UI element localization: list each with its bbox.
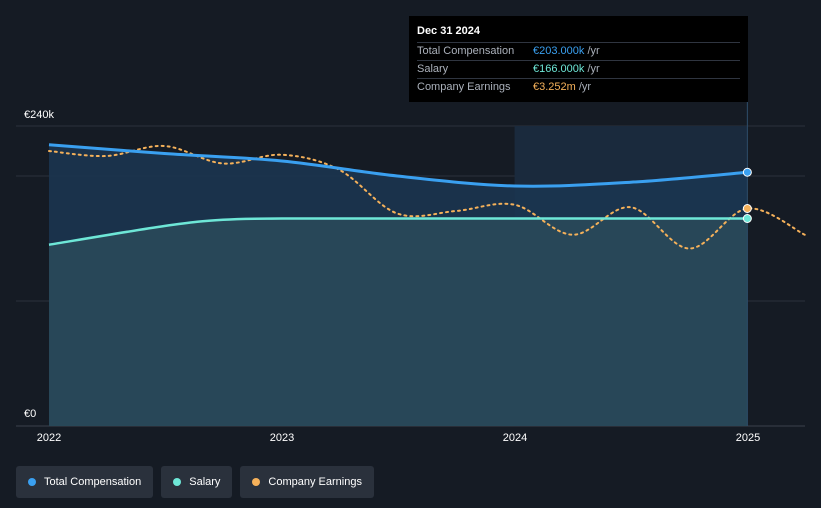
company-earnings-line <box>48 144 806 250</box>
x-tick-2025: 2025 <box>735 432 761 444</box>
legend-label: Company Earnings <box>268 476 362 488</box>
legend-label: Total Compensation <box>44 476 142 488</box>
data-markers <box>742 167 752 223</box>
tooltip-unit: /yr <box>587 63 600 75</box>
salary-line <box>48 217 748 246</box>
legend-item-total-compensation[interactable]: Total Compensation <box>16 466 154 498</box>
salary-area <box>49 218 748 426</box>
salary-marker <box>742 214 752 223</box>
tooltip-value: €166.000k <box>533 63 585 75</box>
legend-label: Salary <box>189 476 221 488</box>
legend-item-company-earnings[interactable]: Company Earnings <box>240 466 374 498</box>
company-earnings-marker <box>742 204 752 213</box>
y-tick-zero: €0 <box>24 408 37 420</box>
tooltip-value: €203.000k <box>533 45 585 57</box>
tooltip-unit: /yr <box>587 45 600 57</box>
total-compensation-marker <box>742 167 752 177</box>
legend-dot-icon <box>252 478 261 486</box>
legend: Total Compensation Salary Company Earnin… <box>16 466 374 498</box>
legend-item-salary[interactable]: Salary <box>161 466 233 498</box>
x-tick-2024: 2024 <box>502 432 528 444</box>
tooltip-row-total: Total Compensation €203.000k /yr <box>417 43 740 61</box>
tooltip-label: Total Compensation <box>417 45 515 57</box>
tooltip-row-earnings: Company Earnings €3.252m /yr <box>417 79 740 96</box>
legend-dot-icon <box>28 478 36 486</box>
tooltip-row-salary: Salary €166.000k /yr <box>417 61 740 79</box>
x-tick-2022: 2022 <box>36 432 62 444</box>
x-tick-2023: 2023 <box>269 432 295 444</box>
tooltip-date: Dec 31 2024 <box>417 25 740 43</box>
tooltip-unit: /yr <box>578 81 592 93</box>
y-tick-top: €240k <box>24 109 54 121</box>
tooltip-value: €3.252m <box>533 81 576 93</box>
total-compensation-line <box>48 143 748 188</box>
tooltip-label: Salary <box>417 63 449 75</box>
tooltip-label: Company Earnings <box>417 81 511 93</box>
legend-dot-icon <box>173 478 182 486</box>
tooltip: Dec 31 2024 Total Compensation €203.000k … <box>409 16 748 102</box>
